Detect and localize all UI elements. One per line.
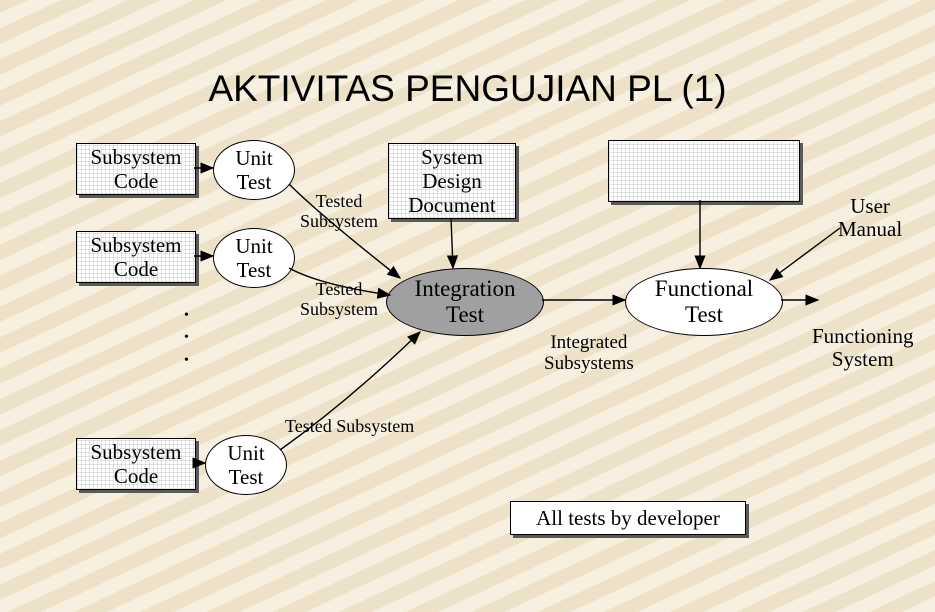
box-line: Code [114,257,158,281]
ellipsis-dots: ••• [184,305,189,372]
label-user-manual: User Manual [838,195,902,241]
ellipse-functional-test: Functional Test [625,268,783,336]
label-line: Subsystem [300,211,378,231]
box-system-design-doc: System Design Document [388,143,516,219]
ellipse-line: Test [237,170,272,194]
ellipse-line: Functional [655,276,753,302]
box-line: All tests by developer [536,506,720,530]
ellipse-unit-test-1: Unit Test [213,140,295,200]
box-line: Subsystem [90,440,181,464]
box-line: Code [114,169,158,193]
box-line: Design [422,169,482,193]
ellipse-line: Test [685,302,723,328]
label-line: Manual [838,217,902,241]
ellipse-unit-test-3: Unit Test [205,435,287,495]
label-line: Functioning [812,324,914,348]
box-subsystem-code-3: Subsystem Code [76,438,196,490]
label-line: Tested Subsystem [285,416,414,436]
ellipse-line: Integration [415,276,516,302]
label-tested-subsystem-1: Tested Subsystem [300,192,378,232]
box-all-tests: All tests by developer [510,501,746,535]
box-blank [608,140,800,202]
label-line: Subsystems [544,353,634,374]
box-subsystem-code-1: Subsystem Code [76,143,196,195]
ellipse-line: Unit [235,146,272,170]
label-line: Tested [316,279,363,299]
ellipse-unit-test-2: Unit Test [213,228,295,288]
ellipse-integration-test: Integration Test [386,268,544,336]
label-line: Subsystem [300,299,378,319]
ellipse-line: Test [446,302,484,328]
ellipse-line: Test [229,465,264,489]
label-tested-subsystem-2: Tested Subsystem [300,280,378,320]
box-subsystem-code-2: Subsystem Code [76,231,196,283]
box-line: Subsystem [90,233,181,257]
ellipse-line: Test [237,258,272,282]
label-tested-subsystem-3: Tested Subsystem [285,417,414,437]
box-line: System [421,145,483,169]
label-integrated-subsystems: Integrated Subsystems [544,333,634,375]
label-functioning-system: Functioning System [812,325,914,371]
label-line: Integrated [550,332,627,353]
box-line: Code [114,464,158,488]
box-line: Document [408,193,495,217]
slide-title: AKTIVITAS PENGUJIAN PL (1) [0,68,935,110]
label-line: System [832,347,894,371]
box-line: Subsystem [90,145,181,169]
ellipse-line: Unit [235,234,272,258]
ellipse-line: Unit [227,441,264,465]
label-line: Tested [316,191,363,211]
label-line: User [850,194,890,218]
